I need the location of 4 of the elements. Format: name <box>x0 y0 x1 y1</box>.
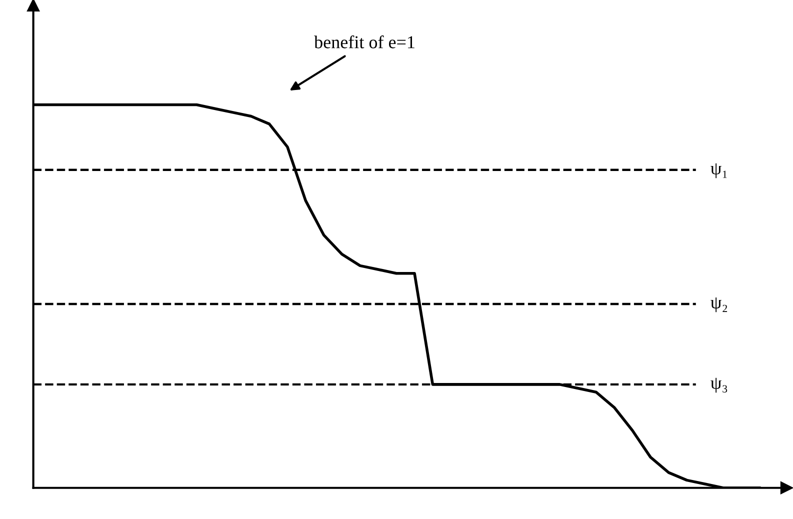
ref-line-label: ψ₂ <box>710 297 728 312</box>
text: benefit of e=1 <box>314 35 414 48</box>
ref-line-label: ψ₁ <box>710 163 727 178</box>
ref-line-label: ψ₃ <box>710 378 728 393</box>
